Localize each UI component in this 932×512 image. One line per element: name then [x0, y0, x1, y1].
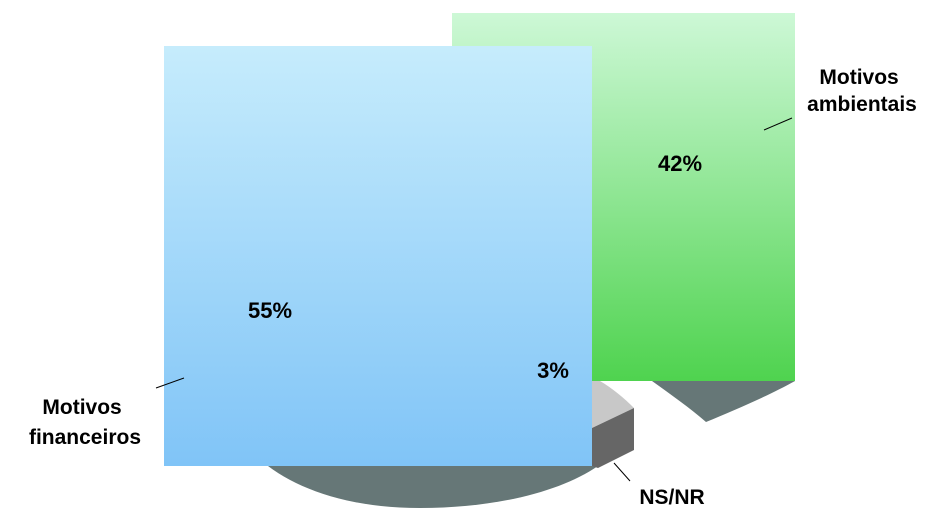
pie-side-financeiros — [268, 466, 598, 508]
data-label-nsnr: 3% — [537, 358, 569, 383]
slice-motivos-financeiros — [164, 46, 592, 466]
pie-top-nsnr — [592, 381, 634, 428]
category-label-nsnr: NS/NR — [639, 486, 704, 509]
leader-line-financeiros — [155, 377, 185, 389]
pie-side-ambientais — [652, 381, 795, 422]
data-label-financeiros: 55% — [248, 298, 292, 323]
pie-side-nsnr — [592, 408, 634, 468]
category-label-financeiros: Motivos financeiros — [29, 396, 141, 449]
leader-line-ambientais — [763, 117, 793, 131]
category-label-ambientais: Motivos ambientais — [807, 66, 917, 116]
data-label-ambientais: 42% — [658, 151, 702, 176]
leader-line-nsnr — [613, 462, 631, 482]
